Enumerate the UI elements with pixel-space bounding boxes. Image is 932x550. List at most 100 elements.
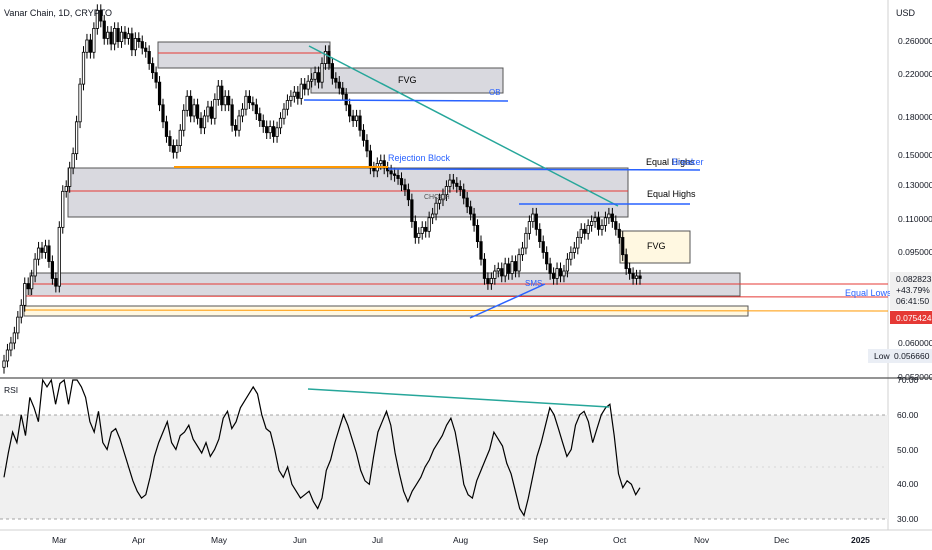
candle-down[interactable] [538,228,542,243]
currency-label[interactable]: USD [896,8,916,18]
candle-up[interactable] [213,99,217,119]
candle-down[interactable] [195,104,200,119]
candle-down[interactable] [624,254,628,270]
candle-down[interactable] [123,31,127,39]
candle-down[interactable] [161,104,165,123]
candle-up[interactable] [57,226,61,287]
candle-down[interactable] [479,241,483,260]
candle-down[interactable] [88,39,93,53]
candle-up[interactable] [306,80,310,90]
candle-down[interactable] [541,241,545,253]
candle-down[interactable] [348,104,352,117]
candle-up[interactable] [282,108,286,119]
candle-down[interactable] [251,102,255,106]
candle-down[interactable] [545,252,549,265]
candle-up[interactable] [202,115,207,129]
candle-down[interactable] [392,173,397,176]
candle-up[interactable] [185,95,189,111]
candle-down[interactable] [583,228,587,234]
candle-down[interactable] [621,237,625,256]
candle-up[interactable] [510,261,514,274]
candle-down[interactable] [351,115,355,122]
candle-up[interactable] [16,316,20,334]
rsi-divergence-line[interactable] [307,388,610,408]
candle-up[interactable] [586,225,590,234]
candle-down[interactable] [157,81,162,106]
candle-down[interactable] [617,228,621,238]
candle-down[interactable] [109,31,113,45]
candle-down[interactable] [469,206,473,215]
candle-down[interactable] [254,104,258,115]
candle-down[interactable] [410,199,414,222]
candle-up[interactable] [427,217,431,232]
candle-down[interactable] [227,95,231,106]
candle-up[interactable] [572,247,576,253]
candle-down[interactable] [361,129,366,141]
candle-down[interactable] [372,167,376,172]
candle-down[interactable] [424,226,428,232]
candle-down[interactable] [316,72,321,83]
candle-up[interactable] [192,104,196,117]
candle-down[interactable] [151,63,155,74]
candle-down[interactable] [199,117,203,129]
candle-up[interactable] [444,186,449,196]
candle-up[interactable] [569,252,573,260]
supply-zone-upper[interactable] [157,41,331,69]
candle-down[interactable] [171,145,175,153]
candle-down[interactable] [147,51,151,64]
candle-down[interactable] [482,258,487,279]
candle-down[interactable] [465,197,469,208]
candle-down[interactable] [47,245,51,262]
candle-down[interactable] [558,268,563,277]
candle-up[interactable] [527,221,532,234]
candle-down[interactable] [265,126,269,134]
candle-up[interactable] [434,202,438,215]
candle-down[interactable] [451,179,455,184]
candle-down[interactable] [220,85,224,106]
ob-level-line[interactable] [303,99,509,102]
candle-down[interactable] [413,221,417,238]
candle-up[interactable] [178,129,182,146]
candle-up[interactable] [292,91,296,97]
candle-up[interactable] [603,217,608,226]
candle-down[interactable] [455,182,459,187]
candle-down[interactable] [261,120,265,127]
candle-down[interactable] [40,247,44,253]
candle-down[interactable] [154,72,158,83]
candle-up[interactable] [503,263,507,277]
candle-up[interactable] [106,31,110,39]
candle-down[interactable] [551,273,556,279]
candle-up[interactable] [182,109,186,131]
candle-down[interactable] [99,10,103,22]
candle-up[interactable] [43,245,48,253]
candle-up[interactable] [71,153,75,169]
breaker-line[interactable] [387,168,701,171]
candle-up[interactable] [112,28,117,45]
candle-up[interactable] [68,167,72,187]
candle-up[interactable] [33,258,37,277]
candle-down[interactable] [334,77,338,83]
candle-up[interactable] [289,95,293,101]
candle-up[interactable] [313,72,317,80]
candle-down[interactable] [458,186,462,191]
candle-down[interactable] [271,126,276,137]
candle-up[interactable] [634,275,639,279]
candle-down[interactable] [462,189,466,199]
candle-up[interactable] [441,194,445,201]
descending-trendline[interactable] [308,45,619,207]
candle-down[interactable] [389,170,393,175]
candle-down[interactable] [303,83,307,90]
candle-up[interactable] [600,225,604,230]
candle-down[interactable] [399,178,404,186]
candle-up[interactable] [562,270,566,277]
candle-up[interactable] [354,115,359,122]
candle-up[interactable] [576,237,580,249]
candle-down[interactable] [296,91,300,99]
candle-up[interactable] [589,221,594,226]
candle-up[interactable] [493,270,497,279]
candle-down[interactable] [50,261,55,279]
candle-up[interactable] [489,278,493,284]
rsi-line[interactable] [3,378,641,518]
candle-down[interactable] [534,213,538,230]
